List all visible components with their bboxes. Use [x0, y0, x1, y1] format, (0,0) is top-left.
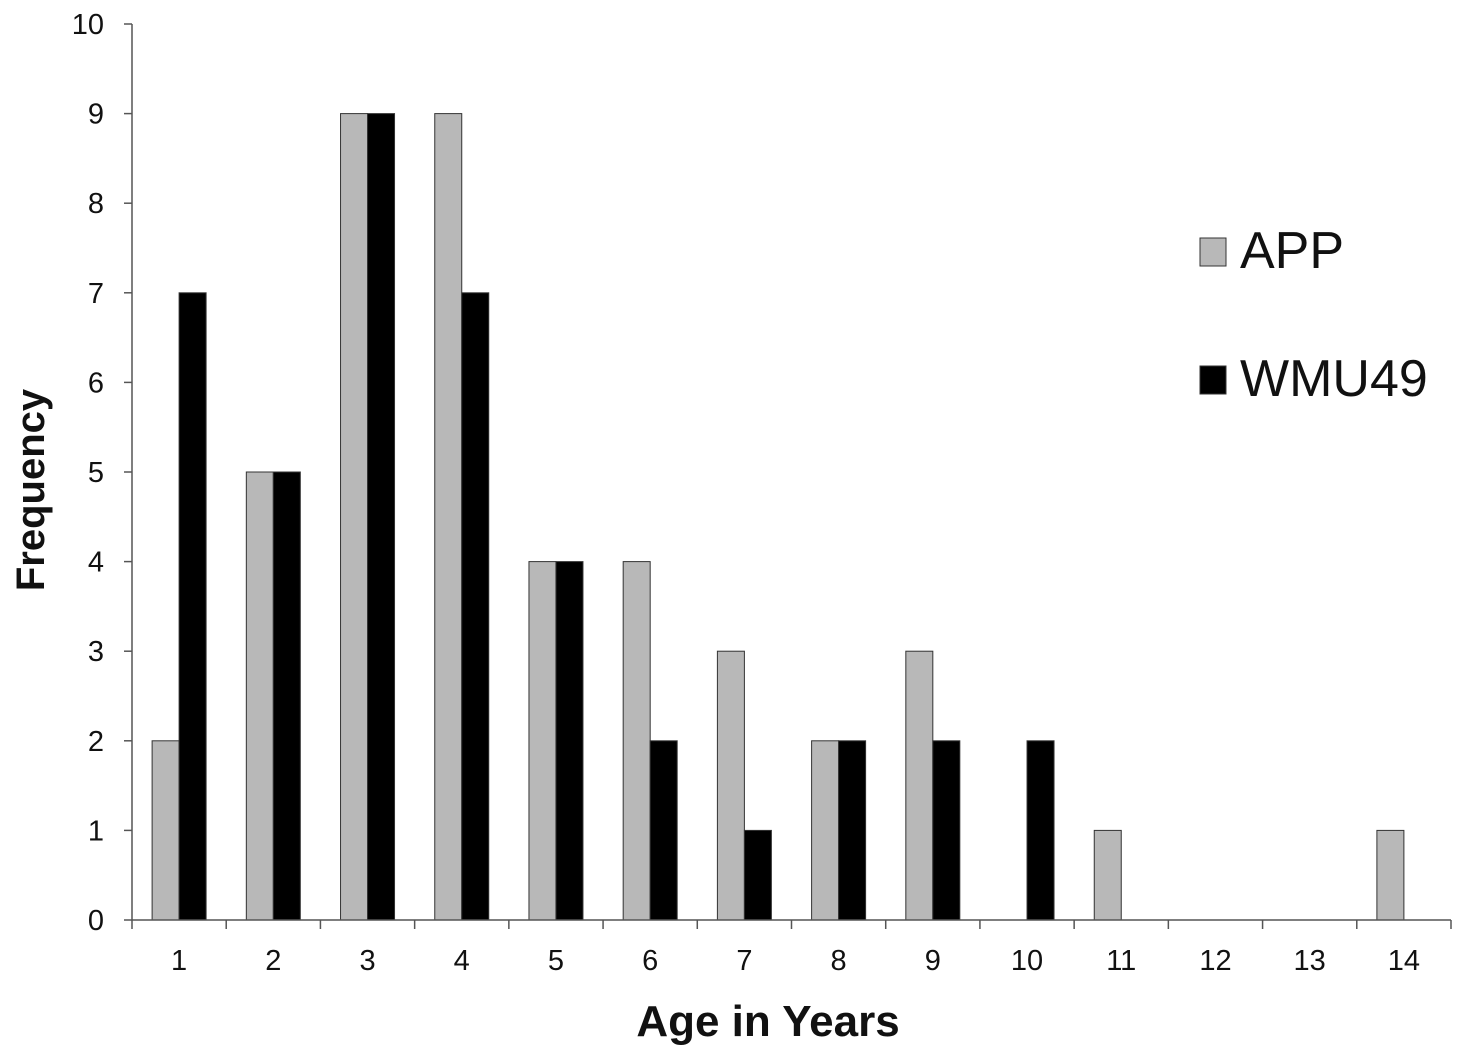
y-tick-label: 3	[88, 636, 104, 668]
y-tick-label: 7	[88, 278, 104, 310]
legend-swatch-app	[1199, 237, 1227, 267]
x-tick-label: 8	[831, 945, 847, 977]
bar-app-9	[905, 650, 934, 921]
x-tick-label: 9	[925, 945, 941, 977]
x-tick-label: 12	[1199, 945, 1231, 977]
bar-app-4	[434, 113, 463, 921]
x-ticks: 1 2 3 4 5 6 7 8 9 10 11 12 13 14	[131, 920, 1452, 977]
y-tick-label: 8	[88, 188, 104, 220]
bar-wmu49-5	[555, 561, 584, 921]
x-tick-label: 2	[265, 945, 281, 977]
bar-wmu49-9	[932, 740, 961, 921]
y-ticks: 0 1 2 3 4 5 6 7 8 9 10	[72, 9, 132, 937]
bar-wmu49-4	[461, 292, 490, 921]
legend-label-app: APP	[1240, 222, 1344, 280]
bar-wmu49-10	[1026, 740, 1055, 921]
x-tick-label: 5	[548, 945, 564, 977]
bar-app-1	[151, 740, 180, 921]
y-axis-title: Frequency	[9, 388, 53, 591]
y-tick-label: 10	[72, 9, 104, 41]
bar-app-7	[716, 650, 745, 921]
bar-app-3	[340, 113, 369, 921]
y-tick-label: 6	[88, 367, 104, 399]
bar-app-8	[811, 740, 840, 921]
legend-label-wmu49: WMU49	[1240, 350, 1428, 408]
bar-wmu49-6	[649, 740, 678, 921]
y-tick-label: 9	[88, 99, 104, 131]
bar-wmu49-8	[838, 740, 867, 921]
x-tick-label: 10	[1011, 945, 1043, 977]
bar-app-5	[528, 561, 557, 921]
x-tick-label: 3	[359, 945, 375, 977]
x-tick-label: 11	[1106, 945, 1136, 977]
legend-swatch-wmu49	[1199, 365, 1227, 395]
legend: APP WMU49	[1199, 222, 1428, 408]
bar-wmu49-1	[178, 292, 207, 921]
bar-app-14	[1376, 829, 1405, 921]
bar-wmu49-3	[367, 113, 396, 921]
bar-app-6	[622, 561, 651, 921]
y-tick-label: 4	[88, 547, 104, 579]
x-tick-label: 6	[642, 945, 658, 977]
y-tick-label: 2	[88, 726, 104, 758]
x-axis-title: Age in Years	[636, 997, 899, 1046]
x-tick-label: 7	[736, 945, 752, 977]
bar-wmu49-2	[272, 471, 301, 921]
bar-app-11	[1093, 829, 1122, 921]
x-tick-label: 4	[454, 945, 470, 977]
y-tick-label: 1	[88, 815, 104, 847]
y-tick-label: 0	[88, 905, 104, 937]
plot-area	[151, 113, 1405, 921]
x-tick-label: 14	[1388, 945, 1420, 977]
y-tick-label: 5	[88, 457, 104, 489]
bar-app-2	[245, 471, 274, 921]
x-tick-label: 13	[1294, 945, 1326, 977]
bar-wmu49-7	[743, 829, 772, 921]
x-tick-label: 1	[171, 945, 187, 977]
